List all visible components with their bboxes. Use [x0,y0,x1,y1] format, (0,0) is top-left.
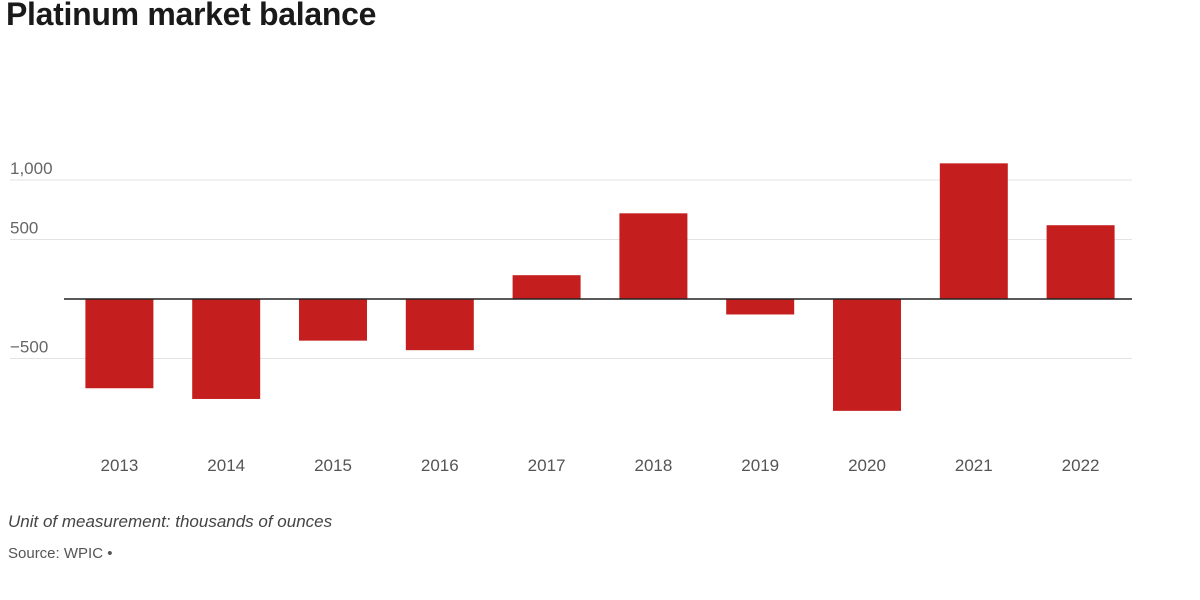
bar-2019 [726,299,795,315]
x-tick-label: 2013 [100,456,138,475]
bar-2016 [405,299,474,351]
bar-2015 [299,299,367,341]
bar-2021 [939,163,1008,299]
x-tick-label: 2020 [848,456,886,475]
unit-note: Unit of measurement: thousands of ounces [8,512,333,531]
bar-2018 [619,213,688,299]
y-tick-label: 1,000 [10,159,53,178]
x-tick-label: 2014 [207,456,245,475]
y-axis-ticks: 1,000 500 −500 [10,159,53,357]
bars [85,163,1115,411]
y-tick-label: −500 [10,338,48,357]
x-tick-label: 2015 [314,456,352,475]
bar-2013 [85,299,154,389]
x-tick-label: 2018 [634,456,672,475]
bar-2020 [833,299,901,411]
x-axis-ticks: 2013 2014 2015 2016 2017 2018 2019 2020 2021 2022 [100,456,1099,475]
x-tick-label: 2021 [955,456,993,475]
x-tick-label: 2019 [741,456,779,475]
source-label: Source: WPIC • [8,545,113,562]
bar-2017 [512,275,581,299]
x-tick-label: 2016 [421,456,459,475]
x-tick-label: 2017 [528,456,566,475]
bar-2022 [1046,225,1115,299]
y-tick-label: 500 [10,219,38,238]
x-tick-label: 2022 [1062,456,1100,475]
chart-title: Platinum market balance [6,0,377,32]
bar-2014 [192,299,261,399]
